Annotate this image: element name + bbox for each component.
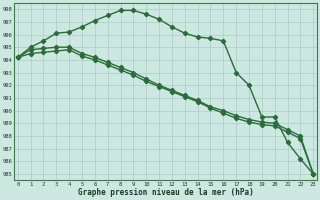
X-axis label: Graphe pression niveau de la mer (hPa): Graphe pression niveau de la mer (hPa) (78, 188, 253, 197)
